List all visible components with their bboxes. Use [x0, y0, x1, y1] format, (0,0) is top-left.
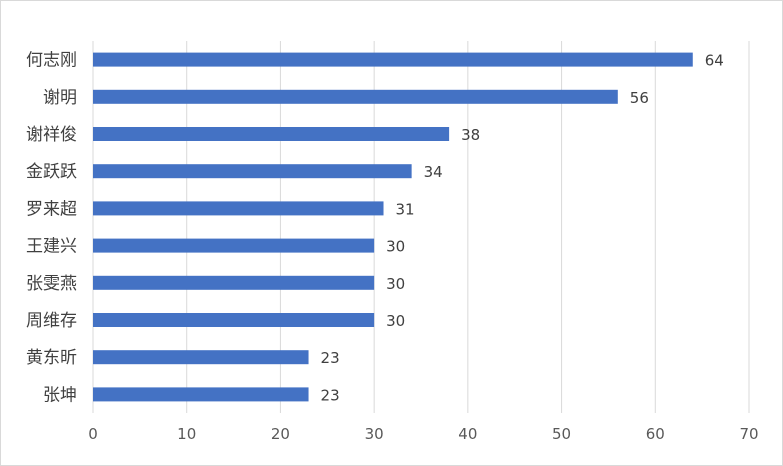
bar: [93, 313, 375, 327]
data-label: 38: [461, 126, 480, 144]
x-tick-label: 50: [552, 425, 571, 443]
category-label: 谢明: [43, 88, 77, 108]
data-label: 56: [630, 89, 649, 107]
bar: [93, 164, 412, 179]
data-label: 30: [386, 312, 405, 330]
data-labels: 64 56 38 34 31 30 30 30 23 23: [321, 52, 724, 405]
category-label: 谢祥俊: [26, 125, 77, 145]
data-label: 23: [321, 386, 340, 404]
x-axis-tick-labels: 0 10 20 30 40 50 60 70: [88, 425, 758, 443]
bar: [93, 201, 384, 216]
data-label: 34: [424, 163, 443, 181]
x-tick-label: 30: [365, 425, 384, 443]
category-label: 黄东昕: [26, 348, 77, 368]
x-tick-label: 60: [646, 425, 665, 443]
data-label: 31: [396, 200, 415, 218]
x-tick-label: 0: [88, 425, 98, 443]
bars: [93, 52, 693, 402]
bar: [93, 52, 693, 67]
data-label: 23: [321, 349, 340, 367]
bar: [93, 238, 375, 253]
category-label: 罗来超: [26, 199, 77, 219]
category-label: 张坤: [43, 385, 77, 405]
x-tick-label: 40: [458, 425, 477, 443]
bar: [93, 387, 309, 402]
x-tick-label: 70: [739, 425, 758, 443]
bar: [93, 127, 450, 141]
data-label: 30: [386, 275, 405, 293]
data-label: 64: [705, 52, 724, 70]
category-label: 何志刚: [26, 51, 77, 71]
bar: [93, 350, 309, 365]
x-tick-label: 10: [177, 425, 196, 443]
data-label: 30: [386, 238, 405, 256]
category-label: 张雯燕: [26, 274, 77, 294]
bar: [93, 275, 375, 290]
category-label: 金跃跃: [26, 162, 77, 182]
x-tick-label: 20: [271, 425, 290, 443]
bar: [93, 89, 618, 104]
category-label: 周维存: [26, 311, 77, 331]
category-label: 王建兴: [26, 237, 77, 257]
